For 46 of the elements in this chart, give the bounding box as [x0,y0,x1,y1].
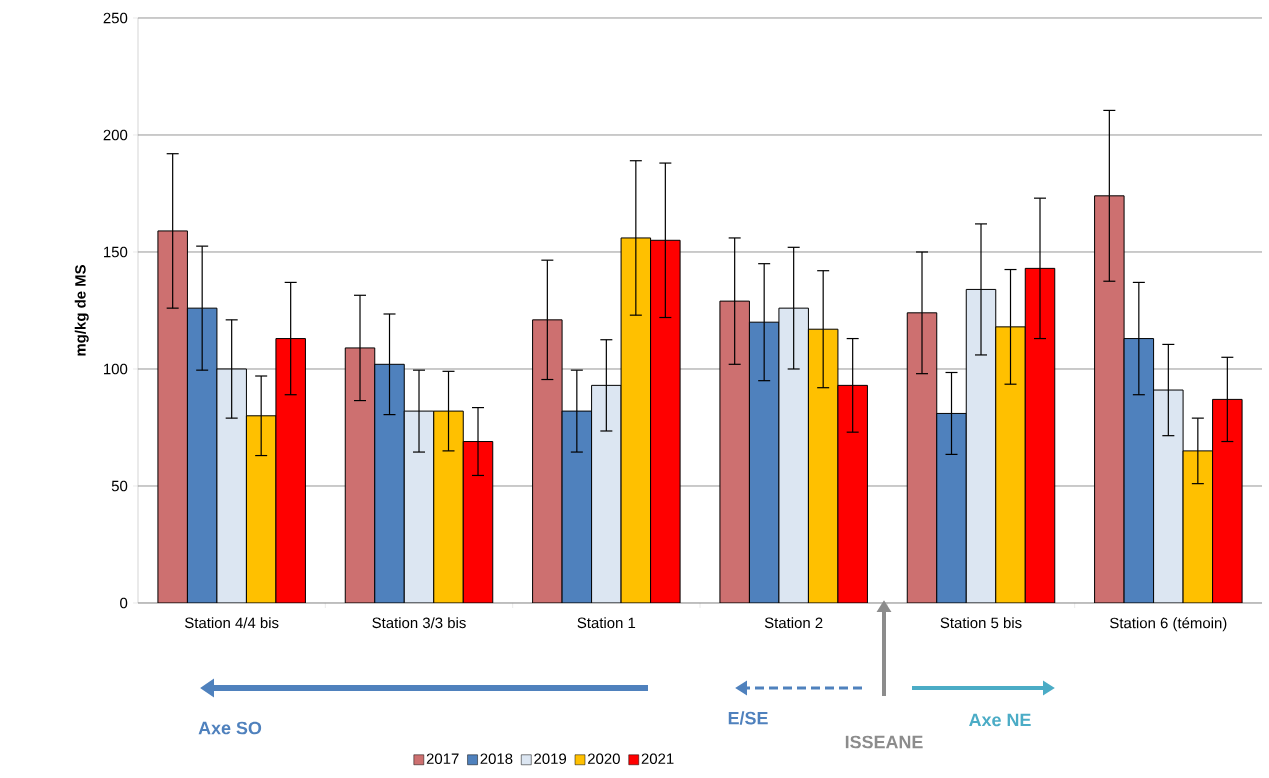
bar [1024,267,1056,603]
legend-label: 2019 [534,753,567,765]
x-tick-label: Station 1 [577,617,636,629]
bar [403,410,435,603]
bar [965,288,997,603]
bar [186,307,218,603]
bar [245,415,277,603]
y-tick-label: 250 [103,12,128,24]
bar [936,412,967,603]
bar [1212,398,1243,603]
bar [1123,338,1155,603]
legend-label: 2020 [588,753,620,765]
x-tick-label: Station 5 bis [940,617,1022,629]
bar [807,328,839,603]
bar [433,410,464,603]
bar [1153,389,1184,603]
bar [650,239,681,603]
bar [620,237,652,603]
bar [778,307,809,603]
y-tick-label: 100 [104,363,128,375]
bar [561,410,593,603]
bar [748,321,780,603]
x-tick-label: Station 4/4 bis [184,617,279,629]
x-tick-label: Station 2 [764,617,823,629]
legend-label: 2018 [480,753,513,765]
legend-label: 2017 [426,753,459,765]
text: E/SE [728,711,768,725]
y-tick-label: 200 [103,129,128,141]
bar [837,384,868,603]
bar [1182,450,1214,603]
y-tick-label: 0 [120,597,128,609]
bar [374,363,405,603]
bar [216,368,247,603]
y-axis-title: mg/kg de MS [74,265,89,356]
x-tick-label: Station 3/3 bis [372,617,466,629]
legend-label: 2021 [641,753,674,765]
y-tick-label: 50 [111,480,128,492]
text: Axe SO [198,721,262,735]
bar [591,384,622,603]
text: ISSEANE [845,735,923,749]
bar [995,326,1026,603]
y-tick-label: 150 [104,246,128,258]
text: Axe NE [969,713,1031,727]
x-tick-label: Station 6 (témoin) [1110,617,1227,632]
bar [462,441,494,603]
bar [275,338,306,603]
